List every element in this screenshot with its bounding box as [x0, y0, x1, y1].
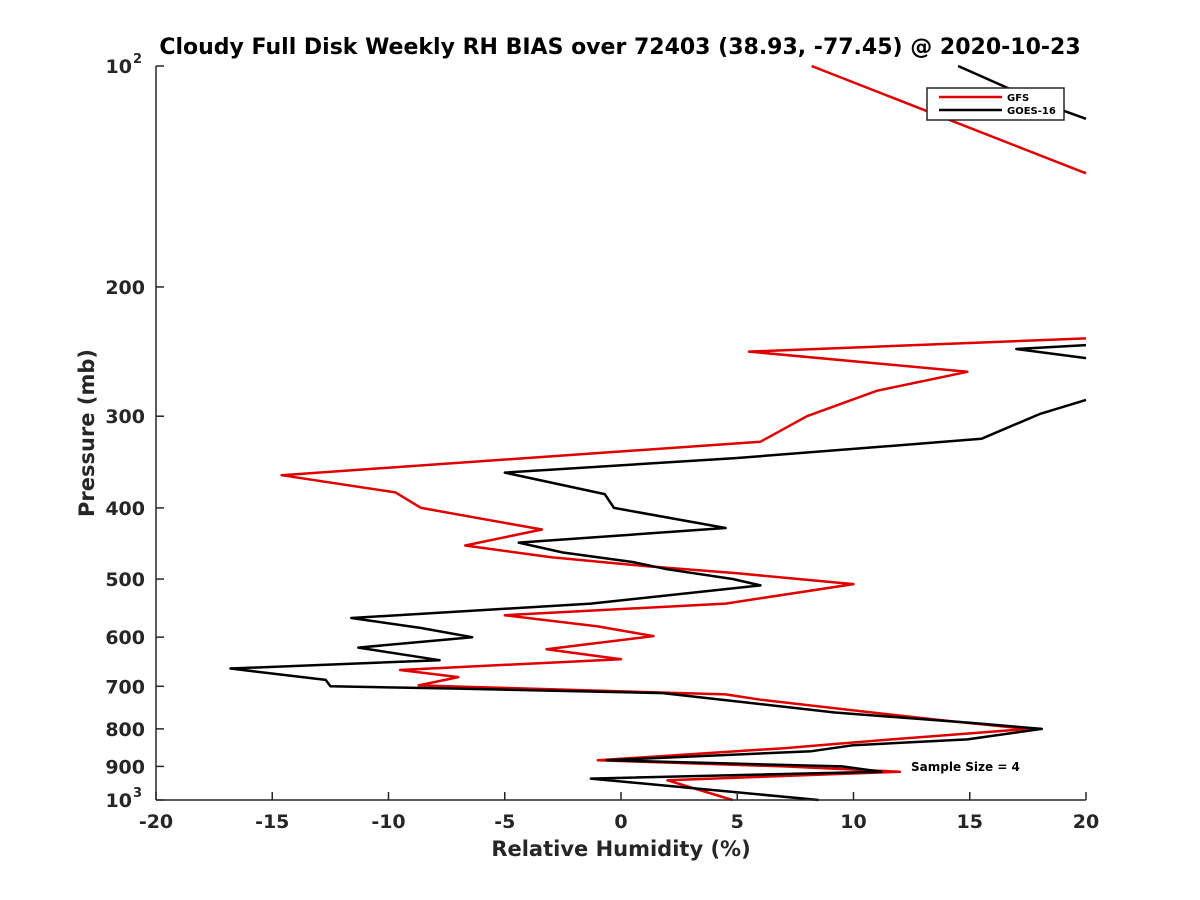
x-tick-label: 0 [614, 811, 627, 833]
series-line-goes16 [1015, 343, 1087, 360]
series-line-gfs [280, 337, 1087, 802]
sample-size-annotation: Sample Size = 4 [911, 760, 1020, 774]
x-tick-label: 10 [840, 811, 866, 833]
legend-label-gfs: GFS [1007, 93, 1029, 104]
x-tick-label: 5 [731, 811, 744, 833]
legend-label-goes16: GOES-16 [1007, 106, 1056, 117]
x-axis-label: Relative Humidity (%) [491, 837, 750, 861]
series-line-goes16 [229, 398, 1087, 802]
x-tick-label: -5 [494, 811, 515, 833]
y-tick-label: 500 [105, 569, 145, 591]
y-tick-label: 700 [105, 676, 145, 698]
y-tick-label: 10 [106, 56, 132, 78]
y-tick-label: 200 [105, 277, 145, 299]
y-tick-label: 10 [106, 790, 132, 812]
legend: GFS GOES-16 [926, 87, 1065, 121]
x-tick-label: -15 [255, 811, 289, 833]
x-tick-label: 15 [957, 811, 983, 833]
chart-title: Cloudy Full Disk Weekly RH BIAS over 724… [159, 35, 1080, 60]
y-tick-label: 600 [105, 627, 145, 649]
x-tick-label: -10 [371, 811, 405, 833]
x-tick-label: -20 [139, 811, 173, 833]
y-tick-exponent: 2 [133, 52, 142, 67]
y-tick-exponent: 3 [133, 786, 142, 801]
x-tick-label: 20 [1073, 811, 1099, 833]
y-axis-label: Pressure (mb) [75, 349, 99, 517]
y-tick-label: 800 [105, 719, 145, 741]
x-axis-ticks: -20 -15 -10 -5 0 5 10 15 20 [139, 792, 1099, 833]
y-tick-label: 300 [105, 406, 145, 428]
y-tick-label: 900 [105, 756, 145, 778]
y-tick-label: 400 [105, 498, 145, 520]
